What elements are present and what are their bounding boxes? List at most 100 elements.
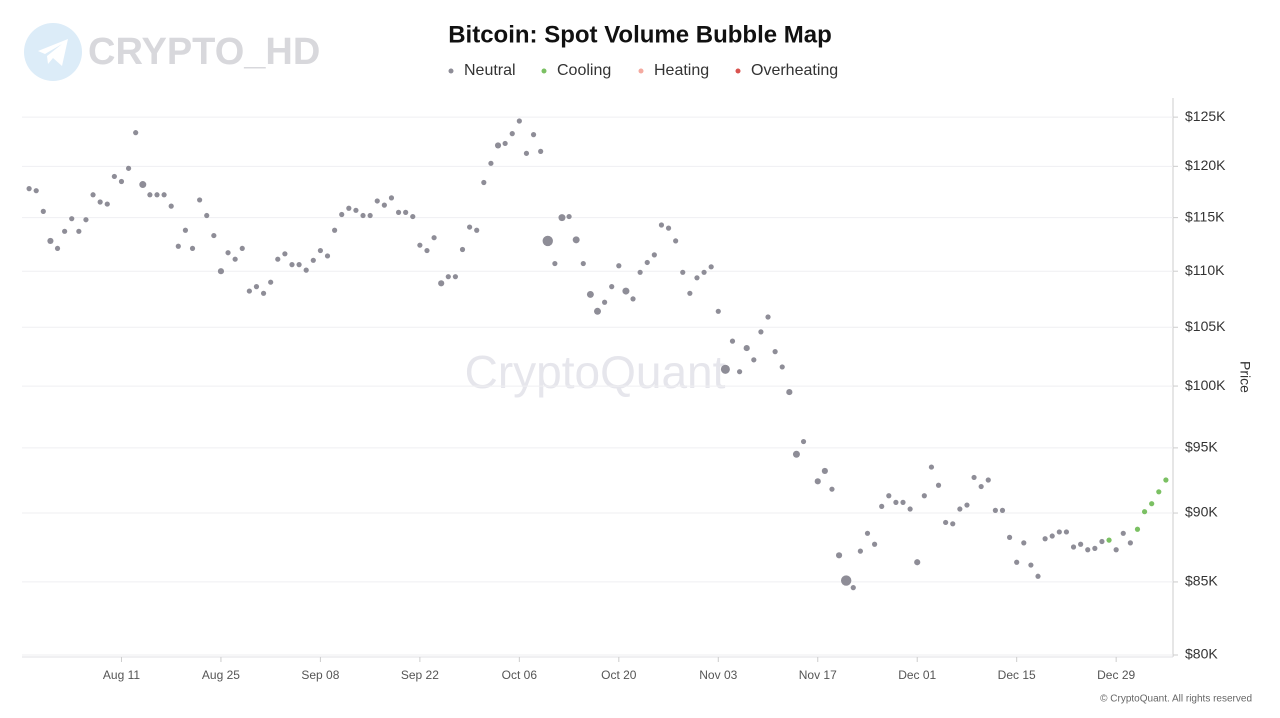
legend-marker — [735, 68, 741, 74]
bubble — [1113, 547, 1119, 553]
bubble — [118, 178, 125, 185]
bubble — [921, 493, 927, 499]
bubble — [374, 198, 380, 204]
bubble — [246, 288, 252, 294]
bubble — [438, 280, 445, 287]
bubble — [694, 275, 700, 281]
bubble — [189, 245, 196, 252]
bubble — [558, 214, 566, 222]
bubble — [580, 260, 586, 267]
bubble — [303, 267, 309, 273]
bubble — [147, 192, 153, 198]
x-tick-label: Dec 01 — [898, 668, 936, 682]
bubble — [1156, 489, 1162, 495]
bubble — [317, 247, 324, 254]
bubble — [268, 279, 274, 285]
bubble — [1127, 540, 1133, 546]
bubble — [1035, 573, 1041, 579]
bubble — [26, 186, 32, 192]
bubble — [1134, 526, 1141, 532]
bubble — [542, 235, 553, 247]
bubble — [637, 269, 643, 275]
bubble — [651, 252, 657, 258]
bubble — [488, 160, 494, 166]
bubble — [388, 195, 395, 201]
bubble — [516, 118, 522, 124]
x-tick-label: Aug 11 — [103, 668, 140, 682]
bubble — [758, 329, 764, 335]
bubble — [1141, 509, 1148, 515]
bubble — [1070, 544, 1077, 550]
bubble — [260, 290, 267, 296]
bubble — [239, 245, 245, 252]
bubble — [217, 268, 225, 275]
bubble — [907, 506, 913, 512]
bubble — [736, 369, 743, 375]
bubble — [225, 250, 231, 256]
bubble — [992, 507, 998, 513]
bubble — [1049, 533, 1055, 539]
bubble — [1021, 540, 1027, 546]
bubble — [197, 197, 203, 203]
bubble — [1078, 541, 1084, 547]
bubble — [673, 238, 679, 244]
bubble — [395, 209, 402, 215]
bubble — [743, 345, 750, 352]
bubble — [282, 251, 288, 257]
y-tick-label: $110K — [1185, 262, 1225, 278]
bubble — [978, 483, 984, 490]
bubble — [751, 357, 757, 363]
bubble — [786, 389, 793, 396]
legend-label: Cooling — [557, 62, 611, 79]
x-tick-label: Oct 20 — [601, 668, 637, 682]
bubble — [814, 478, 821, 485]
bubble — [1163, 477, 1169, 483]
bubble — [602, 299, 608, 305]
bubble — [474, 227, 480, 233]
x-tick-label: Sep 08 — [301, 668, 339, 682]
legend-marker — [448, 68, 454, 74]
bubble — [630, 296, 636, 302]
bubble — [139, 181, 147, 189]
bubble — [964, 502, 970, 508]
bubble — [481, 179, 487, 186]
bubble — [1099, 538, 1105, 545]
bubble — [97, 199, 103, 205]
bubble — [62, 228, 68, 234]
chart-title: Bitcoin: Spot Volume Bubble Map — [448, 21, 832, 48]
bubble — [168, 203, 174, 209]
bubble — [538, 148, 544, 154]
logo: CRYPTO_HD — [24, 23, 320, 81]
bubble — [665, 225, 672, 231]
y-tick-label: $125K — [1185, 108, 1226, 124]
bubble — [523, 150, 530, 156]
legend-label: Heating — [654, 62, 709, 79]
y-tick-label: $80K — [1185, 646, 1218, 662]
x-tick-label: Nov 17 — [799, 668, 837, 682]
legend-marker — [541, 68, 547, 74]
bubble — [680, 269, 686, 275]
bubble — [47, 237, 54, 244]
y-tick-label: $115K — [1185, 208, 1225, 224]
bubble — [840, 575, 852, 586]
bubble — [829, 486, 835, 492]
bubble — [104, 201, 110, 207]
bubble — [1014, 559, 1020, 565]
bubble — [729, 338, 736, 344]
bubble — [467, 224, 473, 230]
bubble — [1092, 545, 1098, 551]
bubble — [871, 541, 878, 547]
bubble — [509, 131, 515, 137]
bubble — [502, 140, 508, 147]
copyright: © CryptoQuant. All rights reserved — [1100, 694, 1252, 705]
bubble — [175, 243, 181, 249]
bubble — [566, 213, 572, 220]
bubble — [701, 269, 707, 275]
bubble — [715, 308, 721, 314]
bubble — [54, 245, 61, 252]
bubble — [367, 212, 373, 219]
bubble — [403, 209, 409, 215]
bubble — [1149, 501, 1155, 507]
bubble — [339, 211, 345, 218]
